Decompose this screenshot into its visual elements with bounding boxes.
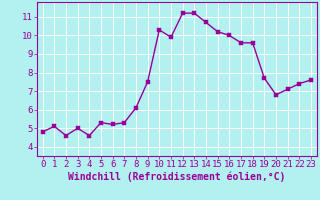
X-axis label: Windchill (Refroidissement éolien,°C): Windchill (Refroidissement éolien,°C) [68,172,285,182]
